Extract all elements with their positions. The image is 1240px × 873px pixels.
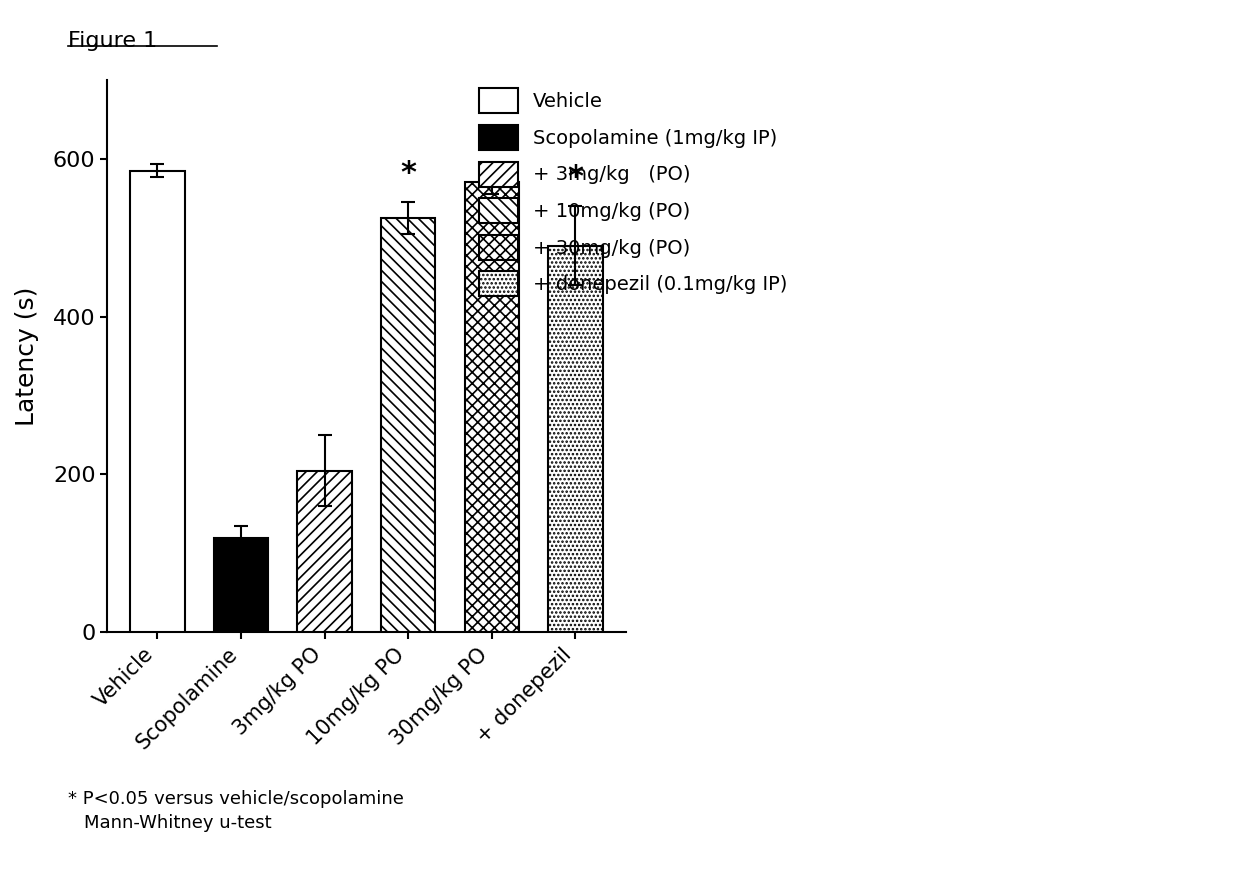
Bar bbox=[381, 218, 435, 632]
Text: *: * bbox=[484, 127, 500, 156]
Bar bbox=[548, 245, 603, 632]
Bar bbox=[213, 538, 268, 632]
Text: Figure 1: Figure 1 bbox=[68, 31, 157, 51]
Text: *: * bbox=[401, 159, 417, 188]
Legend: Vehicle, Scopolamine (1mg/kg IP), + 3mg/kg   (PO), + 10mg/kg (PO), + 30mg/kg (PO: Vehicle, Scopolamine (1mg/kg IP), + 3mg/… bbox=[469, 79, 797, 306]
Text: Mann-Whitney u-test: Mann-Whitney u-test bbox=[84, 814, 272, 832]
Text: * P<0.05 versus vehicle/scopolamine: * P<0.05 versus vehicle/scopolamine bbox=[68, 790, 404, 808]
Bar bbox=[130, 170, 185, 632]
Text: *: * bbox=[568, 163, 583, 192]
Bar bbox=[298, 471, 352, 632]
Bar bbox=[465, 182, 520, 632]
Y-axis label: Latency (s): Latency (s) bbox=[15, 286, 38, 426]
